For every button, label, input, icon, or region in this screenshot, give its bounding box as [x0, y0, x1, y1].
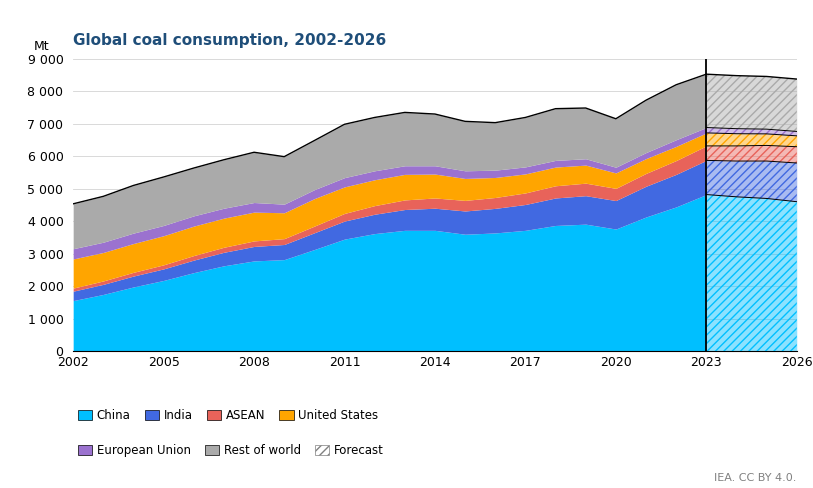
- Text: Mt: Mt: [33, 40, 49, 53]
- Text: IEA. CC BY 4.0.: IEA. CC BY 4.0.: [715, 473, 797, 483]
- Legend: European Union, Rest of world, Forecast: European Union, Rest of world, Forecast: [73, 439, 389, 462]
- Text: Global coal consumption, 2002-2026: Global coal consumption, 2002-2026: [73, 33, 386, 48]
